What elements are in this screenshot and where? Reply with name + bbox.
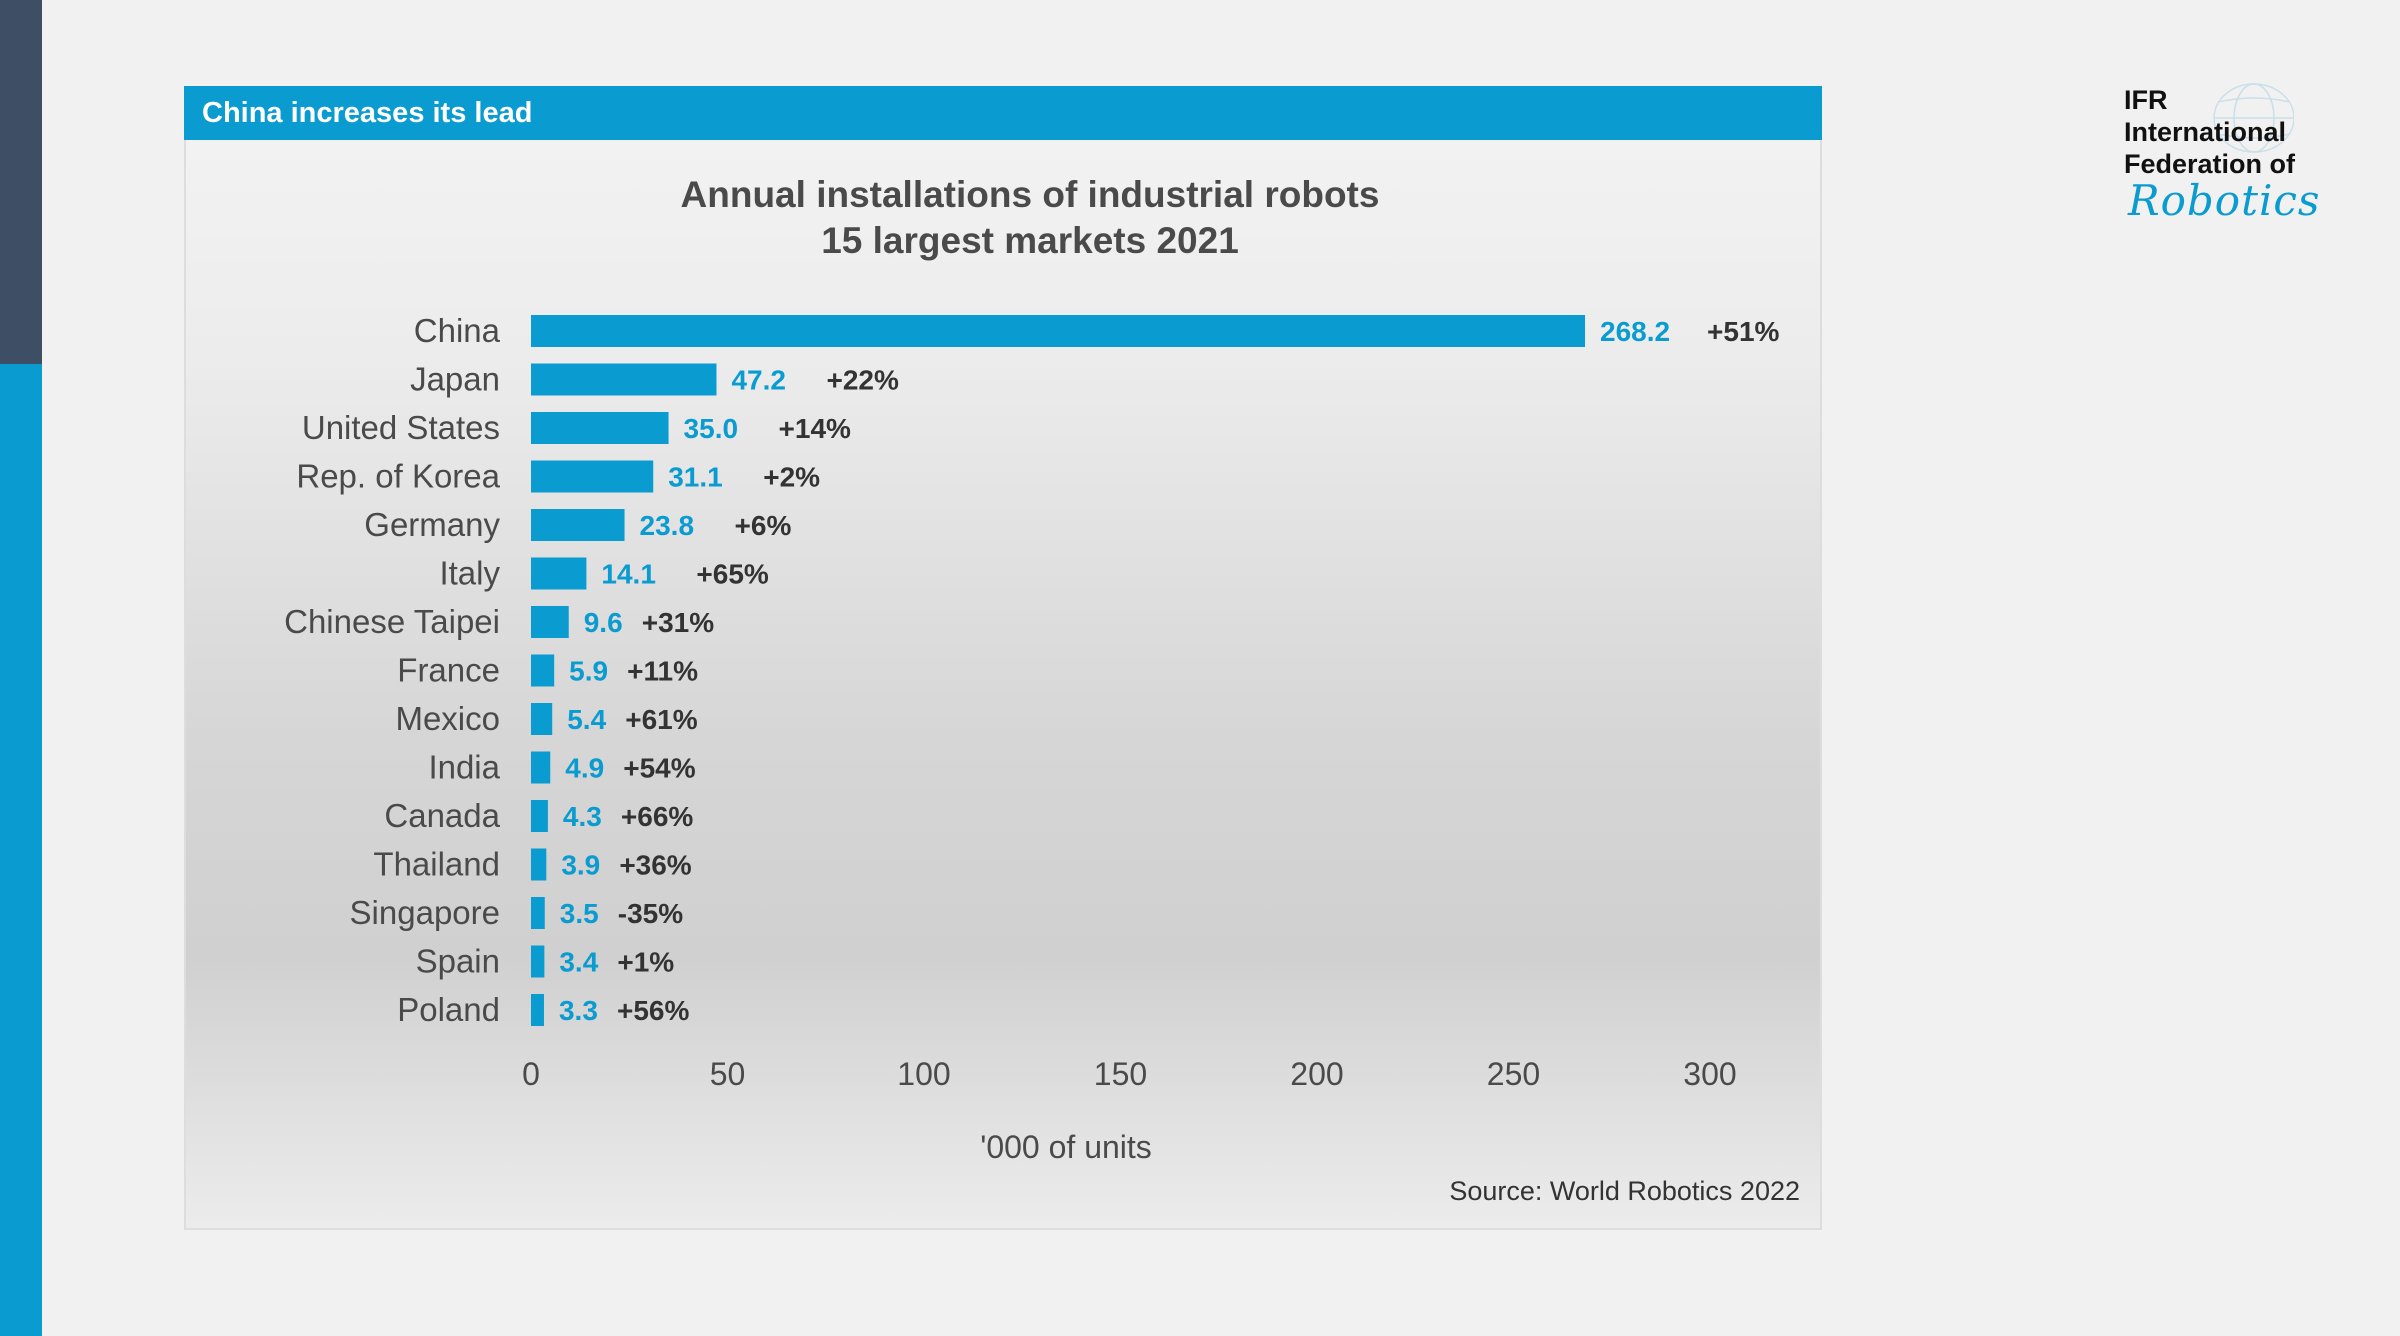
chart-title: Annual installations of industrial robot… xyxy=(680,174,1380,215)
value-label: 3.4 xyxy=(559,947,598,978)
value-label: 47.2 xyxy=(731,365,786,396)
value-label: 5.4 xyxy=(567,704,606,735)
growth-label: +36% xyxy=(619,850,691,881)
value-label: 31.1 xyxy=(668,462,723,493)
category-label: Thailand xyxy=(373,846,500,883)
bar xyxy=(531,848,547,881)
category-label: Italy xyxy=(439,555,500,592)
ifr-logo: IFR International Federation of Robotics xyxy=(2124,83,2354,234)
value-label: 4.3 xyxy=(563,801,602,832)
bar xyxy=(531,654,555,687)
category-label: Canada xyxy=(384,797,500,834)
category-label: Chinese Taipei xyxy=(284,603,500,640)
globe-icon xyxy=(2213,83,2294,153)
category-label: Rep. of Korea xyxy=(296,458,500,495)
x-tick-label: 0 xyxy=(522,1056,540,1092)
growth-label: +22% xyxy=(826,365,898,396)
growth-label: +1% xyxy=(617,947,674,978)
growth-label: +14% xyxy=(779,413,851,444)
value-label: 3.3 xyxy=(559,995,598,1026)
value-label: 268.2 xyxy=(1600,316,1670,347)
bar xyxy=(531,703,553,735)
logo-line-federation: Federation of xyxy=(2124,149,2296,179)
growth-label: +65% xyxy=(696,559,768,590)
sidebar-accent-blue xyxy=(0,364,42,1336)
x-tick-label: 150 xyxy=(1094,1056,1147,1092)
bar xyxy=(531,994,544,1026)
bar xyxy=(531,460,654,493)
growth-label: +56% xyxy=(617,995,689,1026)
logo-line-international: International xyxy=(2124,117,2287,147)
bar xyxy=(531,897,545,929)
bar xyxy=(531,751,551,784)
bar xyxy=(531,363,717,396)
category-label: China xyxy=(414,312,501,349)
growth-label: +61% xyxy=(625,704,697,735)
logo-line-ifr: IFR xyxy=(2124,85,2168,115)
bar xyxy=(531,509,625,541)
chart-title-block: Annual installations of industrial robot… xyxy=(184,172,1876,264)
growth-label: +6% xyxy=(735,510,792,541)
x-axis-label: '000 of units xyxy=(980,1129,1152,1165)
value-label: 9.6 xyxy=(584,607,623,638)
sidebar-accent-dark xyxy=(0,0,42,364)
x-tick-label: 100 xyxy=(897,1056,950,1092)
x-tick-label: 50 xyxy=(710,1056,746,1092)
growth-label: -35% xyxy=(618,898,683,929)
growth-label: +11% xyxy=(627,656,698,687)
x-tick-label: 200 xyxy=(1290,1056,1343,1092)
bar xyxy=(531,800,548,832)
category-label: France xyxy=(397,652,500,689)
category-label: India xyxy=(428,749,500,786)
category-label: Spain xyxy=(416,943,500,980)
growth-label: +66% xyxy=(621,801,693,832)
value-label: 3.9 xyxy=(561,850,600,881)
bar xyxy=(531,606,569,638)
slide-header: China increases its lead xyxy=(184,86,1822,140)
category-label: Japan xyxy=(410,361,500,398)
value-label: 3.5 xyxy=(560,898,599,929)
logo-text: IFR International Federation of xyxy=(2124,84,2295,180)
category-label: United States xyxy=(302,409,500,446)
value-label: 4.9 xyxy=(565,753,604,784)
bar xyxy=(531,945,545,978)
category-label: Singapore xyxy=(350,894,500,931)
bar xyxy=(531,412,669,444)
value-label: 35.0 xyxy=(684,413,739,444)
source-note: Source: World Robotics 2022 xyxy=(1449,1176,1800,1206)
logo-script: Robotics xyxy=(2128,176,2321,225)
value-label: 14.1 xyxy=(601,559,656,590)
category-label: Poland xyxy=(397,991,500,1028)
value-label: 23.8 xyxy=(640,510,695,541)
growth-label: +54% xyxy=(623,753,695,784)
chart-subtitle: 15 largest markets 2021 xyxy=(821,220,1239,261)
bar xyxy=(531,557,587,590)
growth-label: +51% xyxy=(1707,316,1779,347)
x-tick-label: 250 xyxy=(1487,1056,1540,1092)
growth-label: +2% xyxy=(763,462,820,493)
bar xyxy=(531,315,1586,347)
value-label: 5.9 xyxy=(569,656,608,687)
category-label: Mexico xyxy=(395,700,500,737)
growth-label: +31% xyxy=(642,607,714,638)
x-tick-label: 300 xyxy=(1683,1056,1736,1092)
category-label: Germany xyxy=(364,506,500,543)
